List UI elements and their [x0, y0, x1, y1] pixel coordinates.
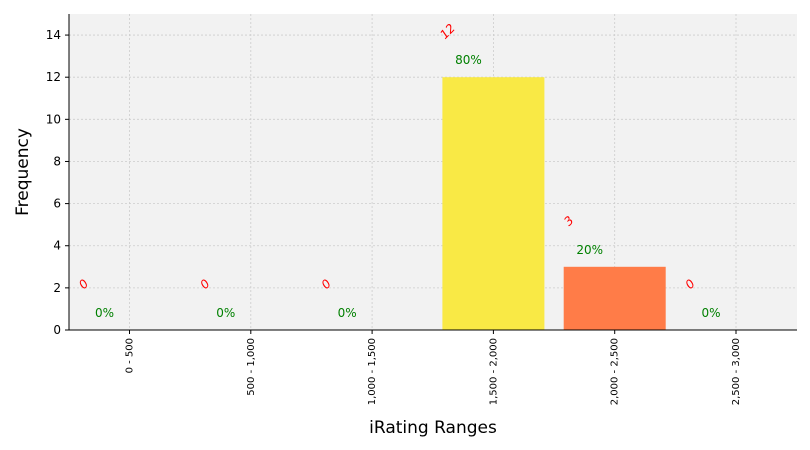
y-tick-label: 0 [53, 323, 61, 337]
x-tick-label: 1,000 - 1,500 [367, 338, 378, 405]
x-tick-label: 1,500 - 2,000 [488, 338, 499, 405]
bars [442, 77, 666, 330]
y-tick-label: 14 [46, 28, 61, 42]
x-tick-label: 0 - 500 [125, 338, 136, 373]
y-tick-label: 6 [53, 197, 61, 211]
y-tick-label: 2 [53, 281, 61, 295]
y-tick-label: 12 [46, 70, 61, 84]
percent-label: 20% [576, 243, 603, 257]
y-tick-label: 4 [53, 239, 61, 253]
x-tick-label: 2,500 - 3,000 [731, 338, 742, 405]
percent-label: 0% [338, 306, 357, 320]
axes: 0 2 4 6 8 10 12 14 0 - 500 500 - 1,000 1,000 - 1,5… [46, 14, 797, 405]
y-tick-label: 8 [53, 154, 61, 168]
x-axis-label: iRating Ranges [369, 418, 497, 438]
y-axis-label: Frequency [13, 128, 33, 216]
x-tick-label: 500 - 1,000 [246, 338, 257, 396]
percent-label: 80% [455, 53, 482, 67]
bar [563, 266, 666, 330]
percent-label: 0% [701, 306, 720, 320]
percent-label: 0% [95, 306, 114, 320]
plot-area [69, 14, 797, 330]
percent-label: 0% [216, 306, 235, 320]
x-tick-label: 2,000 - 2,500 [610, 338, 621, 405]
bar [442, 77, 545, 330]
y-tick-label: 10 [46, 112, 61, 126]
